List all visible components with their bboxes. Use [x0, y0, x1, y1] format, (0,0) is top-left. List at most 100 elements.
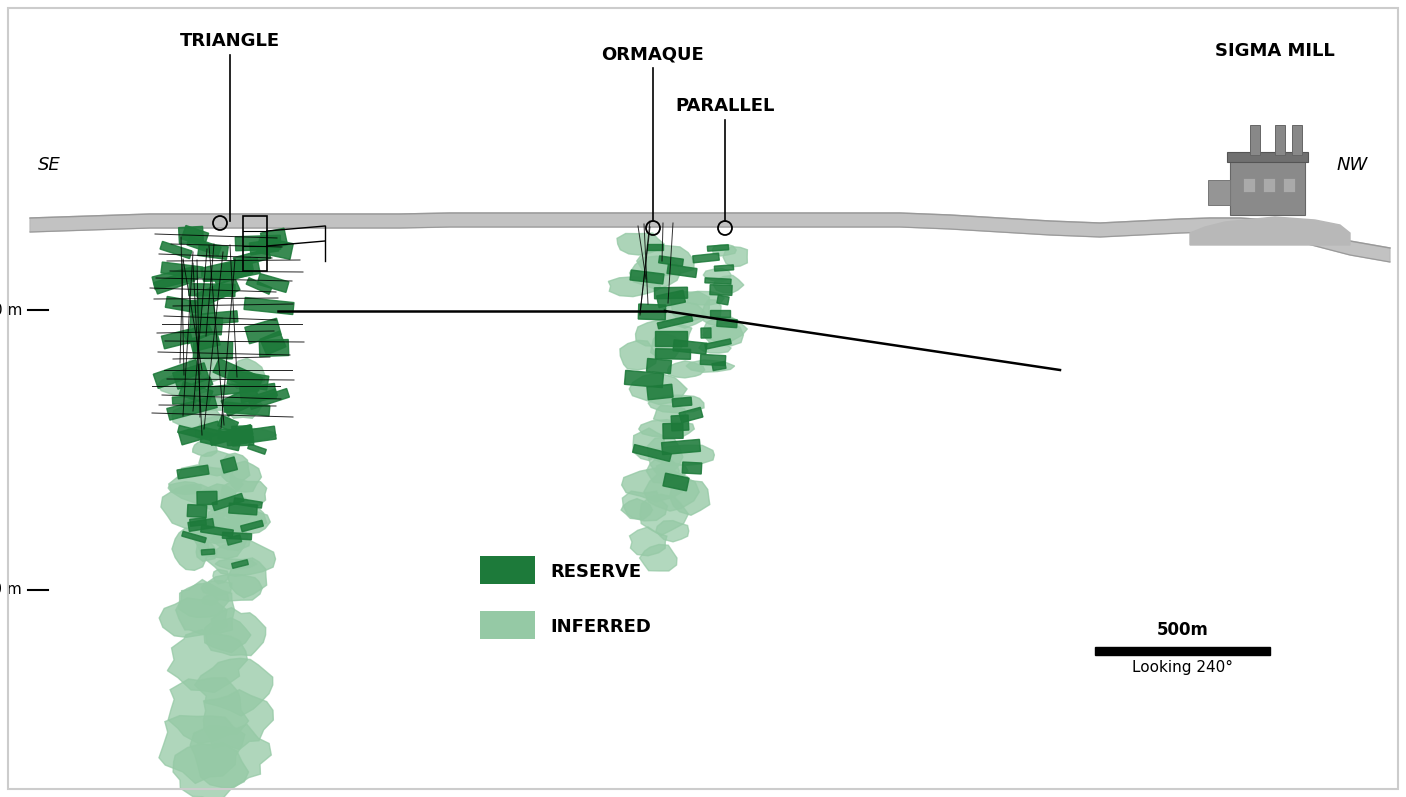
Polygon shape: [654, 405, 686, 422]
Polygon shape: [723, 246, 748, 267]
Polygon shape: [190, 298, 215, 316]
Polygon shape: [157, 373, 209, 395]
Polygon shape: [201, 581, 232, 595]
Text: ORMAQUE: ORMAQUE: [602, 45, 704, 63]
Polygon shape: [160, 485, 228, 529]
Polygon shape: [710, 309, 730, 316]
Polygon shape: [664, 302, 707, 328]
Polygon shape: [648, 395, 704, 413]
Polygon shape: [159, 716, 245, 783]
Polygon shape: [190, 332, 221, 351]
Polygon shape: [169, 465, 243, 505]
Text: 0 m: 0 m: [0, 303, 22, 317]
Polygon shape: [215, 559, 257, 569]
Polygon shape: [707, 245, 728, 251]
Text: SIGMA MILL: SIGMA MILL: [1215, 42, 1334, 60]
Polygon shape: [207, 505, 267, 531]
Polygon shape: [1189, 217, 1350, 245]
Polygon shape: [703, 322, 744, 346]
Polygon shape: [197, 484, 236, 512]
Polygon shape: [173, 363, 209, 389]
Polygon shape: [160, 241, 193, 258]
Polygon shape: [195, 416, 242, 444]
Polygon shape: [193, 377, 212, 391]
Polygon shape: [193, 512, 247, 559]
Polygon shape: [259, 340, 288, 356]
Polygon shape: [245, 318, 281, 344]
Polygon shape: [620, 340, 657, 370]
Polygon shape: [204, 575, 263, 601]
Polygon shape: [647, 457, 679, 483]
Bar: [479, 611, 536, 639]
Polygon shape: [662, 439, 700, 454]
Polygon shape: [166, 296, 202, 313]
Polygon shape: [247, 444, 266, 454]
Text: TRIANGLE: TRIANGLE: [180, 32, 280, 50]
Bar: [1227, 152, 1308, 162]
Polygon shape: [640, 544, 676, 571]
Polygon shape: [657, 462, 688, 479]
Polygon shape: [260, 331, 285, 355]
Polygon shape: [246, 277, 271, 294]
Polygon shape: [686, 360, 735, 372]
Polygon shape: [167, 630, 247, 693]
Polygon shape: [609, 277, 661, 296]
Polygon shape: [655, 349, 690, 359]
Bar: [479, 556, 536, 584]
Polygon shape: [253, 389, 277, 403]
Polygon shape: [662, 473, 689, 491]
Polygon shape: [233, 498, 263, 508]
Polygon shape: [654, 287, 688, 299]
Polygon shape: [704, 339, 731, 349]
Polygon shape: [623, 491, 668, 521]
Polygon shape: [202, 595, 218, 604]
Polygon shape: [257, 273, 290, 292]
Polygon shape: [662, 423, 683, 438]
Polygon shape: [671, 292, 710, 322]
Polygon shape: [218, 429, 250, 442]
Bar: [1250, 125, 1260, 155]
Polygon shape: [686, 292, 724, 305]
Text: PARALLEL: PARALLEL: [675, 97, 775, 115]
Polygon shape: [194, 341, 232, 359]
Polygon shape: [640, 494, 689, 536]
Polygon shape: [231, 461, 262, 492]
Polygon shape: [717, 318, 737, 328]
Polygon shape: [188, 284, 235, 296]
Bar: [1208, 180, 1230, 205]
Polygon shape: [30, 213, 1391, 262]
Polygon shape: [225, 392, 263, 418]
Polygon shape: [714, 265, 734, 271]
Polygon shape: [630, 270, 664, 284]
Polygon shape: [190, 724, 271, 787]
Polygon shape: [190, 518, 207, 526]
Polygon shape: [176, 579, 235, 634]
Polygon shape: [257, 237, 294, 259]
Text: RESERVE: RESERVE: [550, 563, 641, 581]
Polygon shape: [703, 317, 747, 342]
Polygon shape: [647, 244, 664, 250]
Bar: [1263, 178, 1275, 192]
Polygon shape: [672, 397, 692, 406]
Polygon shape: [209, 425, 253, 446]
Polygon shape: [221, 479, 267, 508]
Polygon shape: [228, 558, 267, 598]
Polygon shape: [658, 256, 683, 266]
Polygon shape: [249, 239, 278, 255]
Text: NW: NW: [1337, 156, 1368, 174]
Polygon shape: [224, 402, 270, 416]
Polygon shape: [222, 532, 252, 540]
Polygon shape: [214, 359, 263, 391]
Polygon shape: [197, 491, 217, 505]
Polygon shape: [195, 277, 240, 307]
Polygon shape: [169, 678, 249, 744]
Polygon shape: [226, 426, 276, 446]
Polygon shape: [201, 549, 215, 555]
Polygon shape: [702, 328, 711, 338]
Polygon shape: [699, 343, 731, 353]
Polygon shape: [177, 465, 209, 479]
Polygon shape: [710, 285, 733, 296]
Polygon shape: [1095, 647, 1270, 655]
Polygon shape: [159, 598, 228, 638]
Polygon shape: [668, 361, 704, 378]
